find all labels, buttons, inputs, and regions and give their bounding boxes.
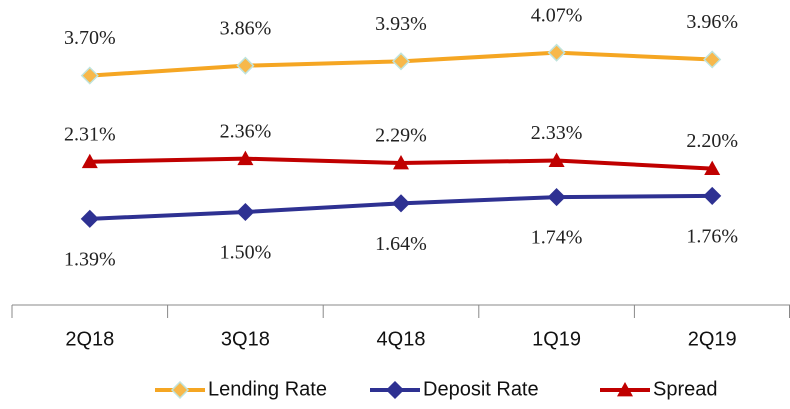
x-tick-label: 2Q19 (688, 328, 737, 350)
data-point (80, 209, 99, 228)
data-point (393, 155, 409, 170)
data-label: 3.86% (220, 17, 272, 39)
legend-label: Spread (653, 378, 718, 400)
data-point (236, 202, 255, 222)
data-point (80, 66, 99, 85)
data-label: 1.50% (220, 242, 272, 264)
legend-marker (617, 382, 633, 397)
data-label: 4.07% (531, 4, 583, 26)
data-label: 1.76% (686, 225, 738, 247)
x-tick-label: 3Q18 (221, 328, 270, 350)
data-label: 2.36% (220, 120, 272, 142)
data-point (703, 186, 722, 205)
data-label: 3.70% (64, 27, 116, 49)
data-point (81, 153, 98, 169)
legend-label: Deposit Rate (423, 378, 539, 400)
data-point (703, 50, 722, 69)
data-point (391, 52, 411, 71)
legend-label: Lending Rate (208, 378, 327, 400)
data-label: 2.33% (531, 122, 583, 144)
data-label: 1.74% (531, 227, 583, 249)
x-tick-label: 1Q19 (532, 328, 581, 350)
data-point (704, 160, 721, 175)
data-label: 1.64% (375, 233, 427, 255)
data-point (237, 150, 254, 166)
data-point (547, 188, 566, 207)
data-label: 3.96% (686, 11, 738, 33)
data-label: 2.20% (686, 130, 738, 152)
legend-marker (385, 380, 405, 400)
data-point (391, 194, 411, 213)
data-point (548, 152, 565, 167)
data-label: 2.31% (64, 123, 116, 145)
data-label: 2.29% (375, 125, 427, 147)
data-label: 1.39% (64, 248, 116, 270)
data-point (236, 56, 255, 75)
x-tick-label: 2Q18 (65, 328, 114, 350)
legend-marker (170, 380, 190, 400)
data-label: 3.93% (375, 13, 427, 35)
data-point (547, 43, 566, 62)
x-tick-label: 4Q18 (377, 328, 426, 350)
